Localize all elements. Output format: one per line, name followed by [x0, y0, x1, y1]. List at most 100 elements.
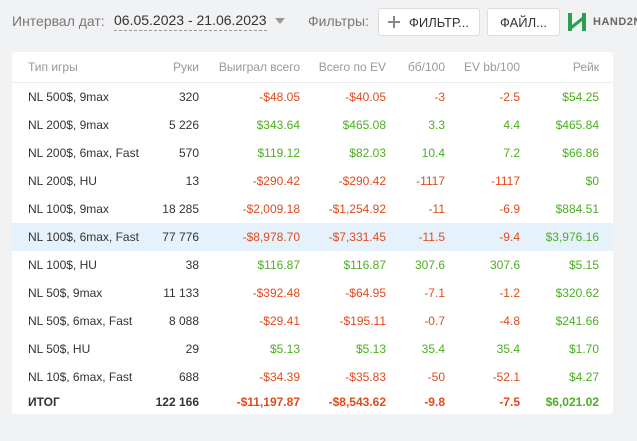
cell-bb100: 10.4 [421, 146, 445, 160]
table-header-row: Тип игры Руки Выиграл всего Всего по EV … [12, 52, 613, 83]
cell-won-total: -$48.05 [259, 90, 300, 104]
cell-hands: 8 088 [168, 314, 199, 328]
cell-game-type: NL 100$, 9max [28, 202, 109, 216]
cell-hands: 688 [178, 370, 199, 384]
cell-bb100: -1117 [416, 174, 445, 188]
cell-game-type: NL 100$, 6max, Fast [12, 223, 142, 251]
cell-game-type: NL 50$, 6max, Fast [28, 314, 133, 328]
stats-table: Тип игры Руки Выиграл всего Всего по EV … [12, 52, 613, 413]
cell-ev-total: $82.03 [349, 146, 386, 160]
cell-bb100: 307.6 [414, 258, 445, 272]
cell-bb100: -3 [434, 90, 445, 104]
table-total-row: ИТОГ 122 166 -$11,197.87 -$8,543.62 -9.8… [12, 391, 613, 413]
table-row[interactable]: NL 50$, 9max 11 133 -$392.48 -$64.95 -7.1 -1.… [12, 279, 613, 307]
chevron-down-icon[interactable] [275, 18, 285, 24]
cell-ev-bb100: 7.2 [503, 146, 520, 160]
table-row[interactable]: NL 100$, 9max 18 285 -$2,009.18 -$1,254.92 -… [12, 195, 613, 223]
cell-hands: 77 776 [142, 223, 213, 251]
cell-bb100: -7.1 [424, 286, 445, 300]
brand-name: HAND2NOTE [593, 16, 637, 28]
cell-hands: 5 226 [168, 118, 199, 132]
cell-rake: $5.15 [568, 258, 599, 272]
cell-hands: 18 285 [162, 202, 199, 216]
total-bb100: -9.8 [424, 395, 445, 409]
files-button-label: ФАЙЛ... [500, 14, 547, 30]
stats-table-card: Тип игры Руки Выиграл всего Всего по EV … [12, 52, 613, 414]
cell-won-total: $116.87 [257, 258, 301, 272]
cell-rake: $66.86 [562, 146, 599, 160]
cell-ev-bb100: -52.1 [492, 370, 520, 384]
date-range-picker[interactable]: 06.05.2023 - 21.06.2023 [114, 12, 267, 31]
cell-hands: 11 133 [163, 286, 199, 300]
cell-bb100: 3.3 [428, 118, 445, 132]
table-row[interactable]: NL 50$, HU 29 $5.13 $5.13 35.4 35.4 $1.70 [12, 335, 613, 363]
total-ev-bb100: -7.5 [499, 395, 520, 409]
cell-won-total: $119.12 [257, 146, 301, 160]
hand2note-logo-icon [568, 13, 586, 31]
cell-ev-bb100: -9.4 [459, 223, 534, 251]
cell-ev-total: -$7,331.45 [314, 223, 400, 251]
cell-bb100: 35.4 [421, 342, 445, 356]
cell-won-total: -$29.41 [259, 314, 300, 328]
cell-hands: 38 [185, 258, 199, 272]
total-rake: $6,021.02 [545, 395, 599, 409]
cell-ev-total: $465.08 [342, 118, 386, 132]
cell-hands: 29 [185, 342, 199, 356]
cell-game-type: NL 50$, 9max [28, 286, 103, 300]
cell-won-total: -$2,009.18 [242, 202, 300, 216]
cell-won-total: $343.64 [256, 118, 300, 132]
cell-game-type: NL 500$, 9max [28, 90, 109, 104]
cell-game-type: NL 200$, 9max [28, 118, 109, 132]
column-header-ev-total[interactable]: Всего по EV [314, 52, 400, 83]
cell-ev-total: -$64.95 [345, 286, 386, 300]
cell-ev-bb100: 4.4 [503, 118, 520, 132]
cell-bb100: -50 [427, 370, 445, 384]
cell-ev-bb100: 307.6 [489, 258, 520, 272]
table-row[interactable]: NL 10$, 6max, Fast 688 -$34.39 -$35.83 -50 -5… [12, 363, 613, 391]
cell-hands: 320 [178, 90, 199, 104]
column-header-bb100[interactable]: бб/100 [400, 52, 459, 83]
total-label: ИТОГ [28, 395, 60, 409]
cell-rake: $465.84 [555, 118, 599, 132]
cell-ev-bb100: -4.8 [499, 314, 520, 328]
cell-bb100: -11.5 [400, 223, 459, 251]
cell-ev-total: $5.13 [355, 342, 386, 356]
column-header-hands[interactable]: Руки [142, 52, 213, 83]
plus-icon [388, 16, 400, 28]
table-row[interactable]: NL 500$, 9max 320 -$48.05 -$40.05 -3 -2.5 $54.… [12, 83, 613, 112]
files-button[interactable]: ФАЙЛ... [487, 8, 560, 36]
cell-rake: $54.25 [562, 90, 599, 104]
table-row[interactable]: NL 200$, 6max, Fast 570 $119.12 $82.03 10.4 7… [12, 139, 613, 167]
cell-rake: $320.62 [555, 286, 599, 300]
filters-button[interactable]: ФИЛЬТР... [378, 8, 480, 36]
cell-ev-total: -$40.05 [345, 90, 386, 104]
cell-ev-bb100: 35.4 [496, 342, 520, 356]
total-hands: 122 166 [155, 395, 199, 409]
table-row[interactable]: NL 100$, 6max, Fast 77 776 -$8,978.70 -$7,3… [12, 223, 613, 251]
cell-ev-total: -$1,254.92 [328, 202, 386, 216]
cell-ev-bb100: -1.2 [499, 286, 520, 300]
cell-rake: $1.70 [568, 342, 599, 356]
cell-rake: $4.27 [568, 370, 599, 384]
cell-game-type: NL 200$, 6max, Fast [28, 146, 139, 160]
column-header-game-type[interactable]: Тип игры [12, 52, 142, 83]
table-row[interactable]: NL 200$, HU 13 -$290.42 -$290.42 -1117 -1117 $… [12, 167, 613, 195]
total-won: -$11,197.87 [236, 395, 300, 409]
cell-rake: $0 [585, 174, 599, 188]
table-row[interactable]: NL 50$, 6max, Fast 8 088 -$29.41 -$195.11 -0… [12, 307, 613, 335]
column-header-rake[interactable]: Рейк [534, 52, 613, 83]
cell-game-type: NL 200$, HU [28, 174, 97, 188]
brand-logo: HAND2NOTE [567, 12, 637, 32]
toolbar: Интервал дат: 06.05.2023 - 21.06.2023 Фи… [0, 0, 637, 44]
filters-label: Фильтры: [308, 13, 369, 29]
cell-ev-total: -$35.83 [345, 370, 386, 384]
cell-hands: 570 [178, 146, 199, 160]
cell-ev-bb100: -1117 [491, 174, 520, 188]
table-row[interactable]: NL 100$, HU 38 $116.87 $116.87 307.6 307.6 $5.… [12, 251, 613, 279]
filters-button-label: ФИЛЬТР... [409, 14, 469, 30]
column-header-ev-bb100[interactable]: EV bb/100 [459, 52, 534, 83]
column-header-won-total[interactable]: Выиграл всего [213, 52, 314, 83]
cell-ev-bb100: -2.5 [499, 90, 520, 104]
table-row[interactable]: NL 200$, 9max 5 226 $343.64 $465.08 3.3 4.4 $4… [12, 111, 613, 139]
cell-game-type: NL 10$, 6max, Fast [28, 370, 133, 384]
